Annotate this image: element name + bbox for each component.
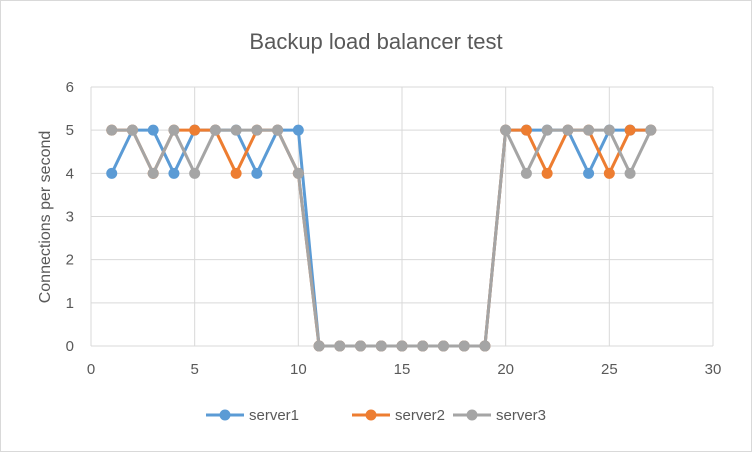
data-point-server2 — [541, 167, 553, 179]
y-tick-label: 0 — [66, 338, 74, 355]
data-point-server3 — [583, 124, 595, 136]
data-point-server3 — [168, 124, 180, 136]
data-point-server3 — [396, 340, 408, 352]
x-axis: 0 5 10 15 20 25 30 — [87, 361, 722, 378]
y-tick-label: 3 — [66, 209, 74, 226]
data-point-server3 — [126, 124, 138, 136]
data-point-server3 — [106, 124, 118, 136]
data-point-server3 — [272, 124, 284, 136]
y-tick-label: 4 — [66, 165, 74, 182]
series-line-server1 — [110, 128, 651, 348]
x-tick-label: 30 — [705, 361, 722, 378]
legend-label-server1: server1 — [249, 407, 299, 424]
x-tick-label: 20 — [497, 361, 514, 378]
data-point-server3 — [334, 340, 346, 352]
x-tick-label: 15 — [394, 361, 411, 378]
gridlines — [90, 86, 714, 347]
legend-marker-server3 — [466, 409, 478, 421]
data-point-server2 — [520, 124, 532, 136]
data-point-server3 — [417, 340, 429, 352]
data-point-server2 — [624, 124, 636, 136]
y-axis: 0 1 2 3 4 5 6 — [66, 79, 74, 355]
data-point-server1 — [168, 167, 180, 179]
legend-label-server3: server3 — [496, 407, 546, 424]
series-server3 — [106, 124, 657, 352]
data-point-server2 — [230, 167, 242, 179]
series-line-server3 — [111, 128, 653, 348]
data-point-server3 — [562, 124, 574, 136]
data-point-server3 — [479, 340, 491, 352]
x-tick-label: 0 — [87, 361, 95, 378]
legend-label-server2: server2 — [395, 407, 445, 424]
data-point-server3 — [375, 340, 387, 352]
data-point-server3 — [603, 124, 615, 136]
data-point-server3 — [251, 124, 263, 136]
data-point-server2 — [189, 124, 201, 136]
chart-title: Backup load balancer test — [249, 29, 502, 54]
data-point-server3 — [437, 340, 449, 352]
legend-marker-server1 — [219, 409, 231, 421]
x-tick-label: 10 — [290, 361, 307, 378]
data-point-server3 — [209, 124, 221, 136]
y-tick-label: 2 — [66, 252, 74, 269]
legend: server1 server2 server3 — [206, 407, 546, 424]
series-group — [106, 124, 657, 352]
data-point-server3 — [645, 124, 657, 136]
data-point-server1 — [583, 167, 595, 179]
data-point-server3 — [355, 340, 367, 352]
legend-marker-server2 — [365, 409, 377, 421]
data-point-server3 — [313, 340, 325, 352]
data-point-server1 — [106, 167, 118, 179]
data-point-server3 — [147, 167, 159, 179]
y-tick-label: 1 — [66, 295, 74, 312]
data-point-server1 — [147, 124, 159, 136]
data-point-server1 — [292, 124, 304, 136]
y-tick-label: 5 — [66, 122, 74, 139]
series-line-server2 — [111, 128, 651, 348]
data-point-server2 — [603, 167, 615, 179]
data-point-server3 — [624, 167, 636, 179]
data-point-server3 — [458, 340, 470, 352]
data-point-server3 — [500, 124, 512, 136]
data-point-server1 — [251, 167, 263, 179]
data-point-server3 — [541, 124, 553, 136]
data-point-server3 — [230, 124, 242, 136]
x-tick-label: 25 — [601, 361, 618, 378]
y-tick-label: 6 — [66, 79, 74, 96]
x-tick-label: 5 — [190, 361, 198, 378]
data-point-server3 — [292, 167, 304, 179]
data-point-server3 — [520, 167, 532, 179]
y-axis-label: Connections per second — [37, 131, 54, 304]
data-point-server3 — [189, 167, 201, 179]
